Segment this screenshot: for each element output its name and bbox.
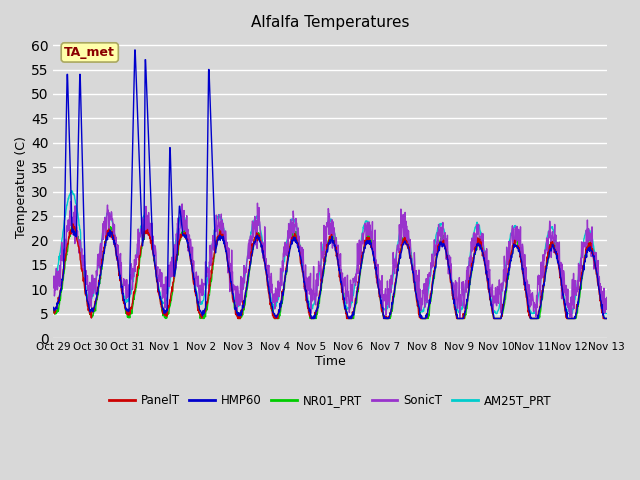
- HMP60: [235, 310, 243, 315]
- HMP60: [538, 298, 545, 303]
- NR01_PRT: [603, 316, 611, 322]
- AM25T_PRT: [538, 272, 545, 277]
- SonicT: [456, 316, 463, 322]
- Line: AM25T_PRT: AM25T_PRT: [53, 191, 607, 313]
- HMP60: [159, 307, 167, 312]
- Text: TA_met: TA_met: [65, 46, 115, 59]
- NR01_PRT: [538, 298, 545, 303]
- PanelT: [235, 314, 243, 320]
- SonicT: [173, 235, 180, 241]
- Y-axis label: Temperature (C): Temperature (C): [15, 136, 28, 238]
- SonicT: [489, 299, 497, 305]
- SonicT: [416, 297, 424, 302]
- PanelT: [234, 316, 242, 322]
- HMP60: [603, 316, 611, 322]
- HMP60: [49, 305, 57, 311]
- NR01_PRT: [417, 313, 424, 319]
- AM25T_PRT: [235, 303, 243, 309]
- Line: PanelT: PanelT: [53, 224, 607, 319]
- PanelT: [173, 252, 180, 258]
- NR01_PRT: [49, 308, 57, 313]
- HMP60: [173, 257, 180, 263]
- PanelT: [49, 306, 57, 312]
- PanelT: [538, 295, 545, 301]
- SonicT: [159, 290, 167, 296]
- AM25T_PRT: [416, 307, 424, 312]
- AM25T_PRT: [159, 300, 167, 306]
- PanelT: [159, 311, 167, 317]
- SonicT: [235, 302, 243, 308]
- Legend: PanelT, HMP60, NR01_PRT, SonicT, AM25T_PRT: PanelT, HMP60, NR01_PRT, SonicT, AM25T_P…: [104, 389, 556, 412]
- HMP60: [307, 316, 315, 322]
- NR01_PRT: [173, 257, 180, 263]
- PanelT: [69, 221, 77, 227]
- NR01_PRT: [235, 316, 243, 322]
- AM25T_PRT: [603, 311, 611, 316]
- Title: Alfalfa Temperatures: Alfalfa Temperatures: [251, 15, 409, 30]
- SonicT: [49, 284, 57, 290]
- Line: SonicT: SonicT: [53, 202, 607, 319]
- Line: NR01_PRT: NR01_PRT: [53, 225, 607, 319]
- HMP60: [489, 310, 497, 315]
- X-axis label: Time: Time: [315, 355, 346, 368]
- HMP60: [131, 47, 139, 53]
- SonicT: [603, 295, 611, 300]
- AM25T_PRT: [68, 188, 76, 193]
- NR01_PRT: [489, 310, 497, 316]
- Line: HMP60: HMP60: [53, 50, 607, 319]
- NR01_PRT: [159, 311, 167, 316]
- SonicT: [538, 276, 545, 281]
- PanelT: [417, 316, 424, 322]
- AM25T_PRT: [49, 279, 57, 285]
- SonicT: [67, 199, 74, 204]
- NR01_PRT: [70, 222, 78, 228]
- PanelT: [603, 316, 611, 322]
- PanelT: [489, 310, 497, 316]
- AM25T_PRT: [492, 311, 500, 316]
- AM25T_PRT: [488, 305, 496, 311]
- NR01_PRT: [196, 316, 204, 322]
- HMP60: [417, 312, 424, 318]
- AM25T_PRT: [173, 231, 180, 237]
